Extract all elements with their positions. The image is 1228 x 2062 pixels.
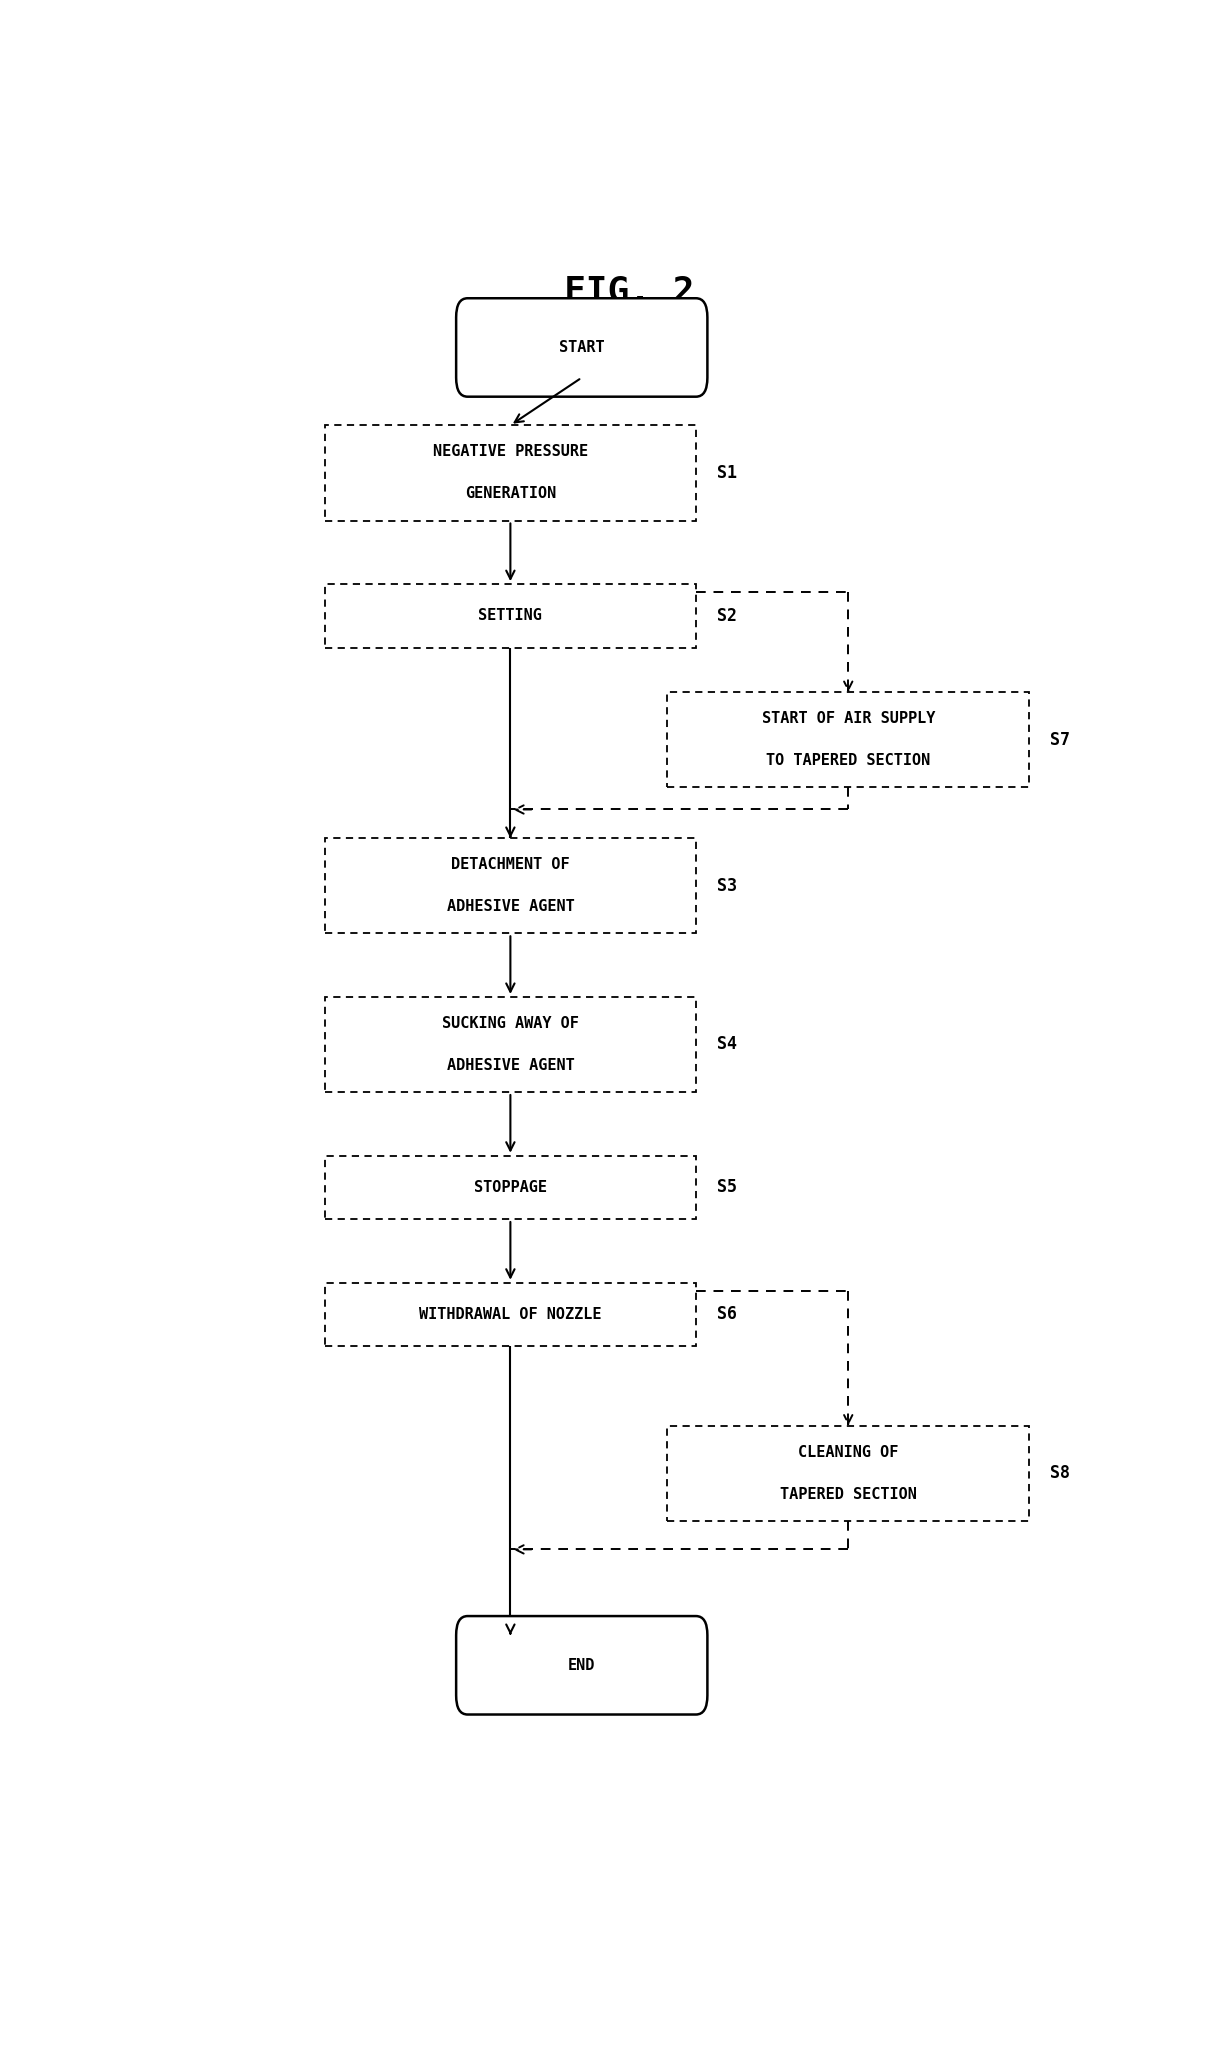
FancyBboxPatch shape xyxy=(668,1425,1029,1522)
FancyBboxPatch shape xyxy=(325,996,696,1093)
Text: START: START xyxy=(559,340,604,355)
Text: START OF AIR SUPPLY: START OF AIR SUPPLY xyxy=(761,711,935,726)
Text: SETTING: SETTING xyxy=(479,608,543,623)
Text: GENERATION: GENERATION xyxy=(464,487,556,501)
Text: END: END xyxy=(569,1658,596,1672)
Text: STOPPAGE: STOPPAGE xyxy=(474,1179,546,1194)
Text: CLEANING OF: CLEANING OF xyxy=(798,1445,899,1460)
Text: SUCKING AWAY OF: SUCKING AWAY OF xyxy=(442,1017,578,1031)
Text: TO TAPERED SECTION: TO TAPERED SECTION xyxy=(766,753,931,769)
Text: FIG. 2: FIG. 2 xyxy=(564,274,695,309)
FancyBboxPatch shape xyxy=(325,837,696,934)
FancyBboxPatch shape xyxy=(456,299,707,396)
Text: S6: S6 xyxy=(717,1305,737,1324)
Text: ADHESIVE AGENT: ADHESIVE AGENT xyxy=(447,1058,575,1072)
Text: S7: S7 xyxy=(1050,730,1070,749)
Text: WITHDRAWAL OF NOZZLE: WITHDRAWAL OF NOZZLE xyxy=(419,1307,602,1322)
FancyBboxPatch shape xyxy=(325,1155,696,1219)
Text: TAPERED SECTION: TAPERED SECTION xyxy=(780,1487,916,1501)
FancyBboxPatch shape xyxy=(456,1617,707,1714)
FancyBboxPatch shape xyxy=(668,693,1029,788)
FancyBboxPatch shape xyxy=(325,425,696,520)
Text: S8: S8 xyxy=(1050,1464,1070,1483)
Text: ADHESIVE AGENT: ADHESIVE AGENT xyxy=(447,899,575,913)
Text: NEGATIVE PRESSURE: NEGATIVE PRESSURE xyxy=(432,445,588,460)
FancyBboxPatch shape xyxy=(325,1283,696,1346)
Text: DETACHMENT OF: DETACHMENT OF xyxy=(451,858,570,872)
FancyBboxPatch shape xyxy=(325,584,696,647)
Text: S4: S4 xyxy=(717,1035,737,1054)
Text: S2: S2 xyxy=(717,606,737,625)
Text: S3: S3 xyxy=(717,876,737,895)
Text: S1: S1 xyxy=(717,464,737,483)
Text: S5: S5 xyxy=(717,1177,737,1196)
